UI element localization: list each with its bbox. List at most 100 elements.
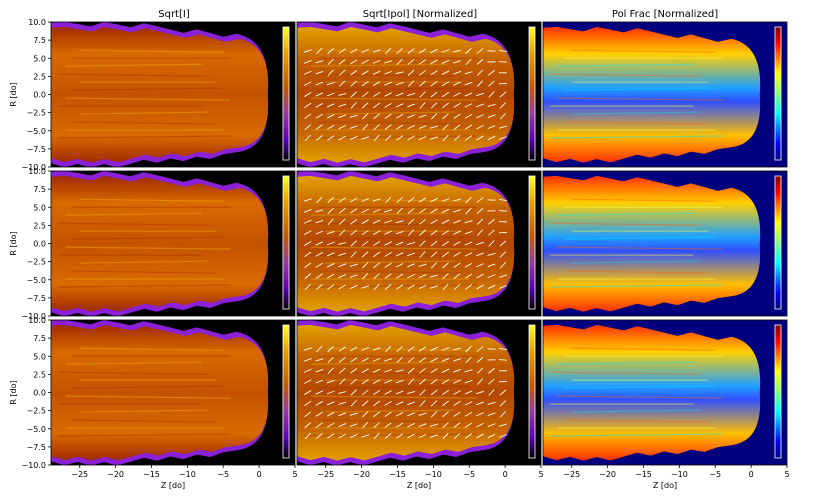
polarization-vector bbox=[407, 92, 416, 97]
polarization-vector bbox=[384, 219, 393, 224]
polarization-vector bbox=[464, 252, 473, 257]
polarization-vector bbox=[373, 283, 380, 291]
colorbar bbox=[282, 324, 290, 459]
polarization-vector bbox=[361, 434, 370, 438]
y-tick-label: −5.0 bbox=[27, 425, 46, 434]
polarization-vector bbox=[419, 400, 426, 407]
polarization-vector bbox=[499, 261, 507, 269]
polarization-vector bbox=[361, 400, 369, 407]
polarization-vector bbox=[349, 274, 358, 278]
polarization-vector bbox=[350, 91, 357, 98]
y-tick-label: 7.5 bbox=[33, 334, 46, 343]
polarization-vector bbox=[327, 58, 334, 65]
polarization-vector bbox=[442, 262, 449, 269]
polarization-vector bbox=[361, 389, 369, 396]
polarization-vector bbox=[338, 197, 346, 203]
polarization-vector bbox=[304, 273, 312, 280]
polarization-vector bbox=[418, 135, 427, 141]
y-tick-label: −2.5 bbox=[27, 258, 46, 267]
polarization-vector bbox=[465, 345, 472, 353]
polarization-vector bbox=[327, 367, 334, 375]
y-tick-label: −2.5 bbox=[27, 109, 46, 118]
jet-texture bbox=[325, 409, 455, 413]
jet-texture bbox=[325, 347, 470, 351]
polarization-vector bbox=[384, 379, 392, 384]
polarization-vector bbox=[326, 241, 335, 246]
polarization-vector bbox=[327, 284, 335, 290]
polarization-vector bbox=[326, 252, 335, 257]
polarization-vector bbox=[361, 80, 369, 87]
jet-texture bbox=[79, 260, 209, 264]
polarization-vector bbox=[384, 241, 392, 246]
polarization-vector bbox=[361, 346, 370, 352]
panel-frame bbox=[296, 319, 542, 466]
x-tick-label: 0 bbox=[749, 470, 754, 479]
polarization-vector bbox=[373, 411, 381, 418]
panel-r1-c1: −10.0 −7.5 −5.0 −2.5 0.0 2.5 5.0 7.5 10.0 R [do] bbox=[9, 18, 296, 172]
jet-texture bbox=[571, 409, 701, 413]
polarization-vector bbox=[464, 411, 473, 417]
polarization-vector bbox=[361, 208, 369, 214]
polarization-vector bbox=[303, 347, 312, 351]
polarization-vector bbox=[499, 423, 507, 427]
polarization-vector bbox=[339, 378, 346, 385]
polarization-vector bbox=[488, 389, 495, 396]
polarization-vector bbox=[418, 423, 427, 427]
polarization-vector bbox=[465, 58, 472, 66]
polarization-vector bbox=[326, 114, 335, 119]
polarization-vector bbox=[349, 125, 358, 129]
jet-body bbox=[51, 26, 269, 163]
polarization-vector bbox=[315, 60, 324, 64]
polarization-vector bbox=[419, 389, 426, 396]
polarization-vector bbox=[407, 346, 415, 352]
polarization-vector bbox=[418, 433, 427, 439]
polarization-vector bbox=[350, 400, 357, 407]
polarization-vector bbox=[304, 411, 312, 418]
polarization-vector bbox=[304, 81, 312, 86]
polarization-vector bbox=[384, 273, 392, 279]
jet-texture bbox=[65, 212, 202, 216]
jet-texture bbox=[557, 212, 694, 216]
polarization-vector bbox=[361, 251, 369, 258]
y-tick-label: 0.0 bbox=[33, 91, 46, 100]
polarization-vector bbox=[338, 401, 347, 406]
polarization-vector bbox=[315, 113, 323, 119]
jet-texture bbox=[72, 121, 217, 125]
jet-texture bbox=[564, 236, 716, 240]
jet-texture bbox=[311, 361, 448, 365]
polarization-vector bbox=[407, 412, 415, 417]
polarization-vector bbox=[453, 379, 461, 384]
y-axis-label: R [do] bbox=[9, 82, 18, 106]
polarization-vector bbox=[476, 114, 484, 119]
polarization-vector bbox=[430, 251, 438, 258]
polarization-vector bbox=[464, 262, 473, 268]
polarization-vector bbox=[350, 389, 357, 396]
jet-texture bbox=[58, 135, 231, 139]
polarization-vector bbox=[315, 422, 323, 428]
jet-texture bbox=[72, 270, 217, 274]
polarization-vector bbox=[419, 208, 427, 214]
polarization-vector bbox=[373, 240, 381, 247]
polarization-vector bbox=[315, 241, 324, 246]
polarization-vector bbox=[419, 378, 426, 385]
polarization-vector bbox=[361, 357, 369, 363]
polarization-vector bbox=[430, 136, 439, 140]
polarization-vector bbox=[499, 285, 507, 289]
polarization-vector bbox=[362, 421, 369, 429]
column-title: Sqrt[Ipol] [Normalized] bbox=[363, 9, 478, 20]
polarization-vector bbox=[476, 103, 484, 108]
jet-texture bbox=[557, 361, 694, 365]
polarization-vector bbox=[407, 273, 415, 279]
jet-texture bbox=[72, 385, 224, 389]
polarization-vector bbox=[430, 208, 438, 214]
colorbar bbox=[774, 26, 782, 161]
y-tick-label: −10.0 bbox=[21, 163, 46, 172]
polarization-vector bbox=[407, 284, 415, 290]
y-axis-label: R [do] bbox=[9, 380, 18, 404]
polarization-vector bbox=[361, 197, 370, 203]
polarization-vector bbox=[316, 196, 323, 204]
polarization-vector bbox=[453, 390, 461, 395]
polarization-vector bbox=[372, 70, 381, 75]
x-tick-label: 5 bbox=[784, 470, 789, 479]
